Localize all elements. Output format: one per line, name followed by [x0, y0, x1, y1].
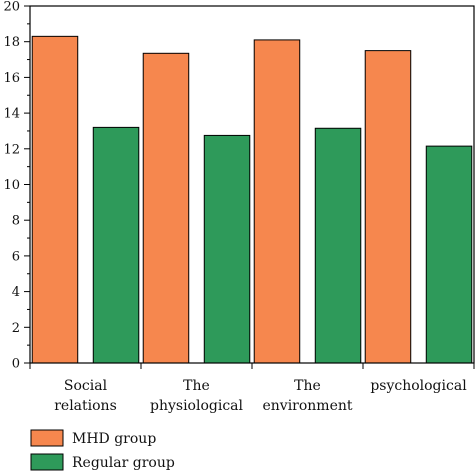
x-category-label: The physiological: [150, 378, 244, 414]
y-tick-label: 4: [12, 285, 20, 300]
y-tick-label: 10: [3, 178, 20, 193]
y-tick-label: 14: [3, 107, 20, 122]
y-tick-label: 20: [3, 0, 20, 15]
bar-mhd-3: [364, 50, 412, 364]
y-tick-label: 12: [3, 142, 20, 157]
x-category-label: Social relations: [54, 378, 117, 414]
y-tick-label: 2: [12, 321, 20, 336]
bars: [31, 35, 473, 364]
y-axis-ticks: 0 2 4 6 8 10 12 14 16 18 20: [3, 0, 30, 372]
x-category-label: The environment: [262, 378, 352, 414]
x-axis-categories: Social relations The physiological The enviro…: [29, 363, 475, 414]
y-tick-label: 16: [3, 71, 20, 86]
bar-regular-0: [92, 126, 140, 364]
y-tick-label: 6: [12, 249, 20, 264]
x-category-label: psychological: [370, 378, 467, 394]
bar-regular-3: [425, 145, 473, 364]
bar-regular-2: [314, 127, 362, 364]
y-tick-label: 0: [12, 357, 20, 372]
bar-mhd-1: [142, 52, 190, 364]
y-tick-label: 18: [3, 35, 20, 50]
y-tick-label: 8: [12, 214, 20, 229]
legend-label: Regular group: [72, 455, 175, 471]
legend-swatch: [30, 429, 64, 447]
bar-mhd-0: [31, 35, 79, 364]
legend: MHD group Regular group: [30, 429, 175, 471]
bar-mhd-2: [253, 39, 301, 364]
bar-regular-1: [203, 134, 251, 364]
legend-swatch: [30, 453, 64, 471]
legend-label: MHD group: [72, 431, 156, 447]
